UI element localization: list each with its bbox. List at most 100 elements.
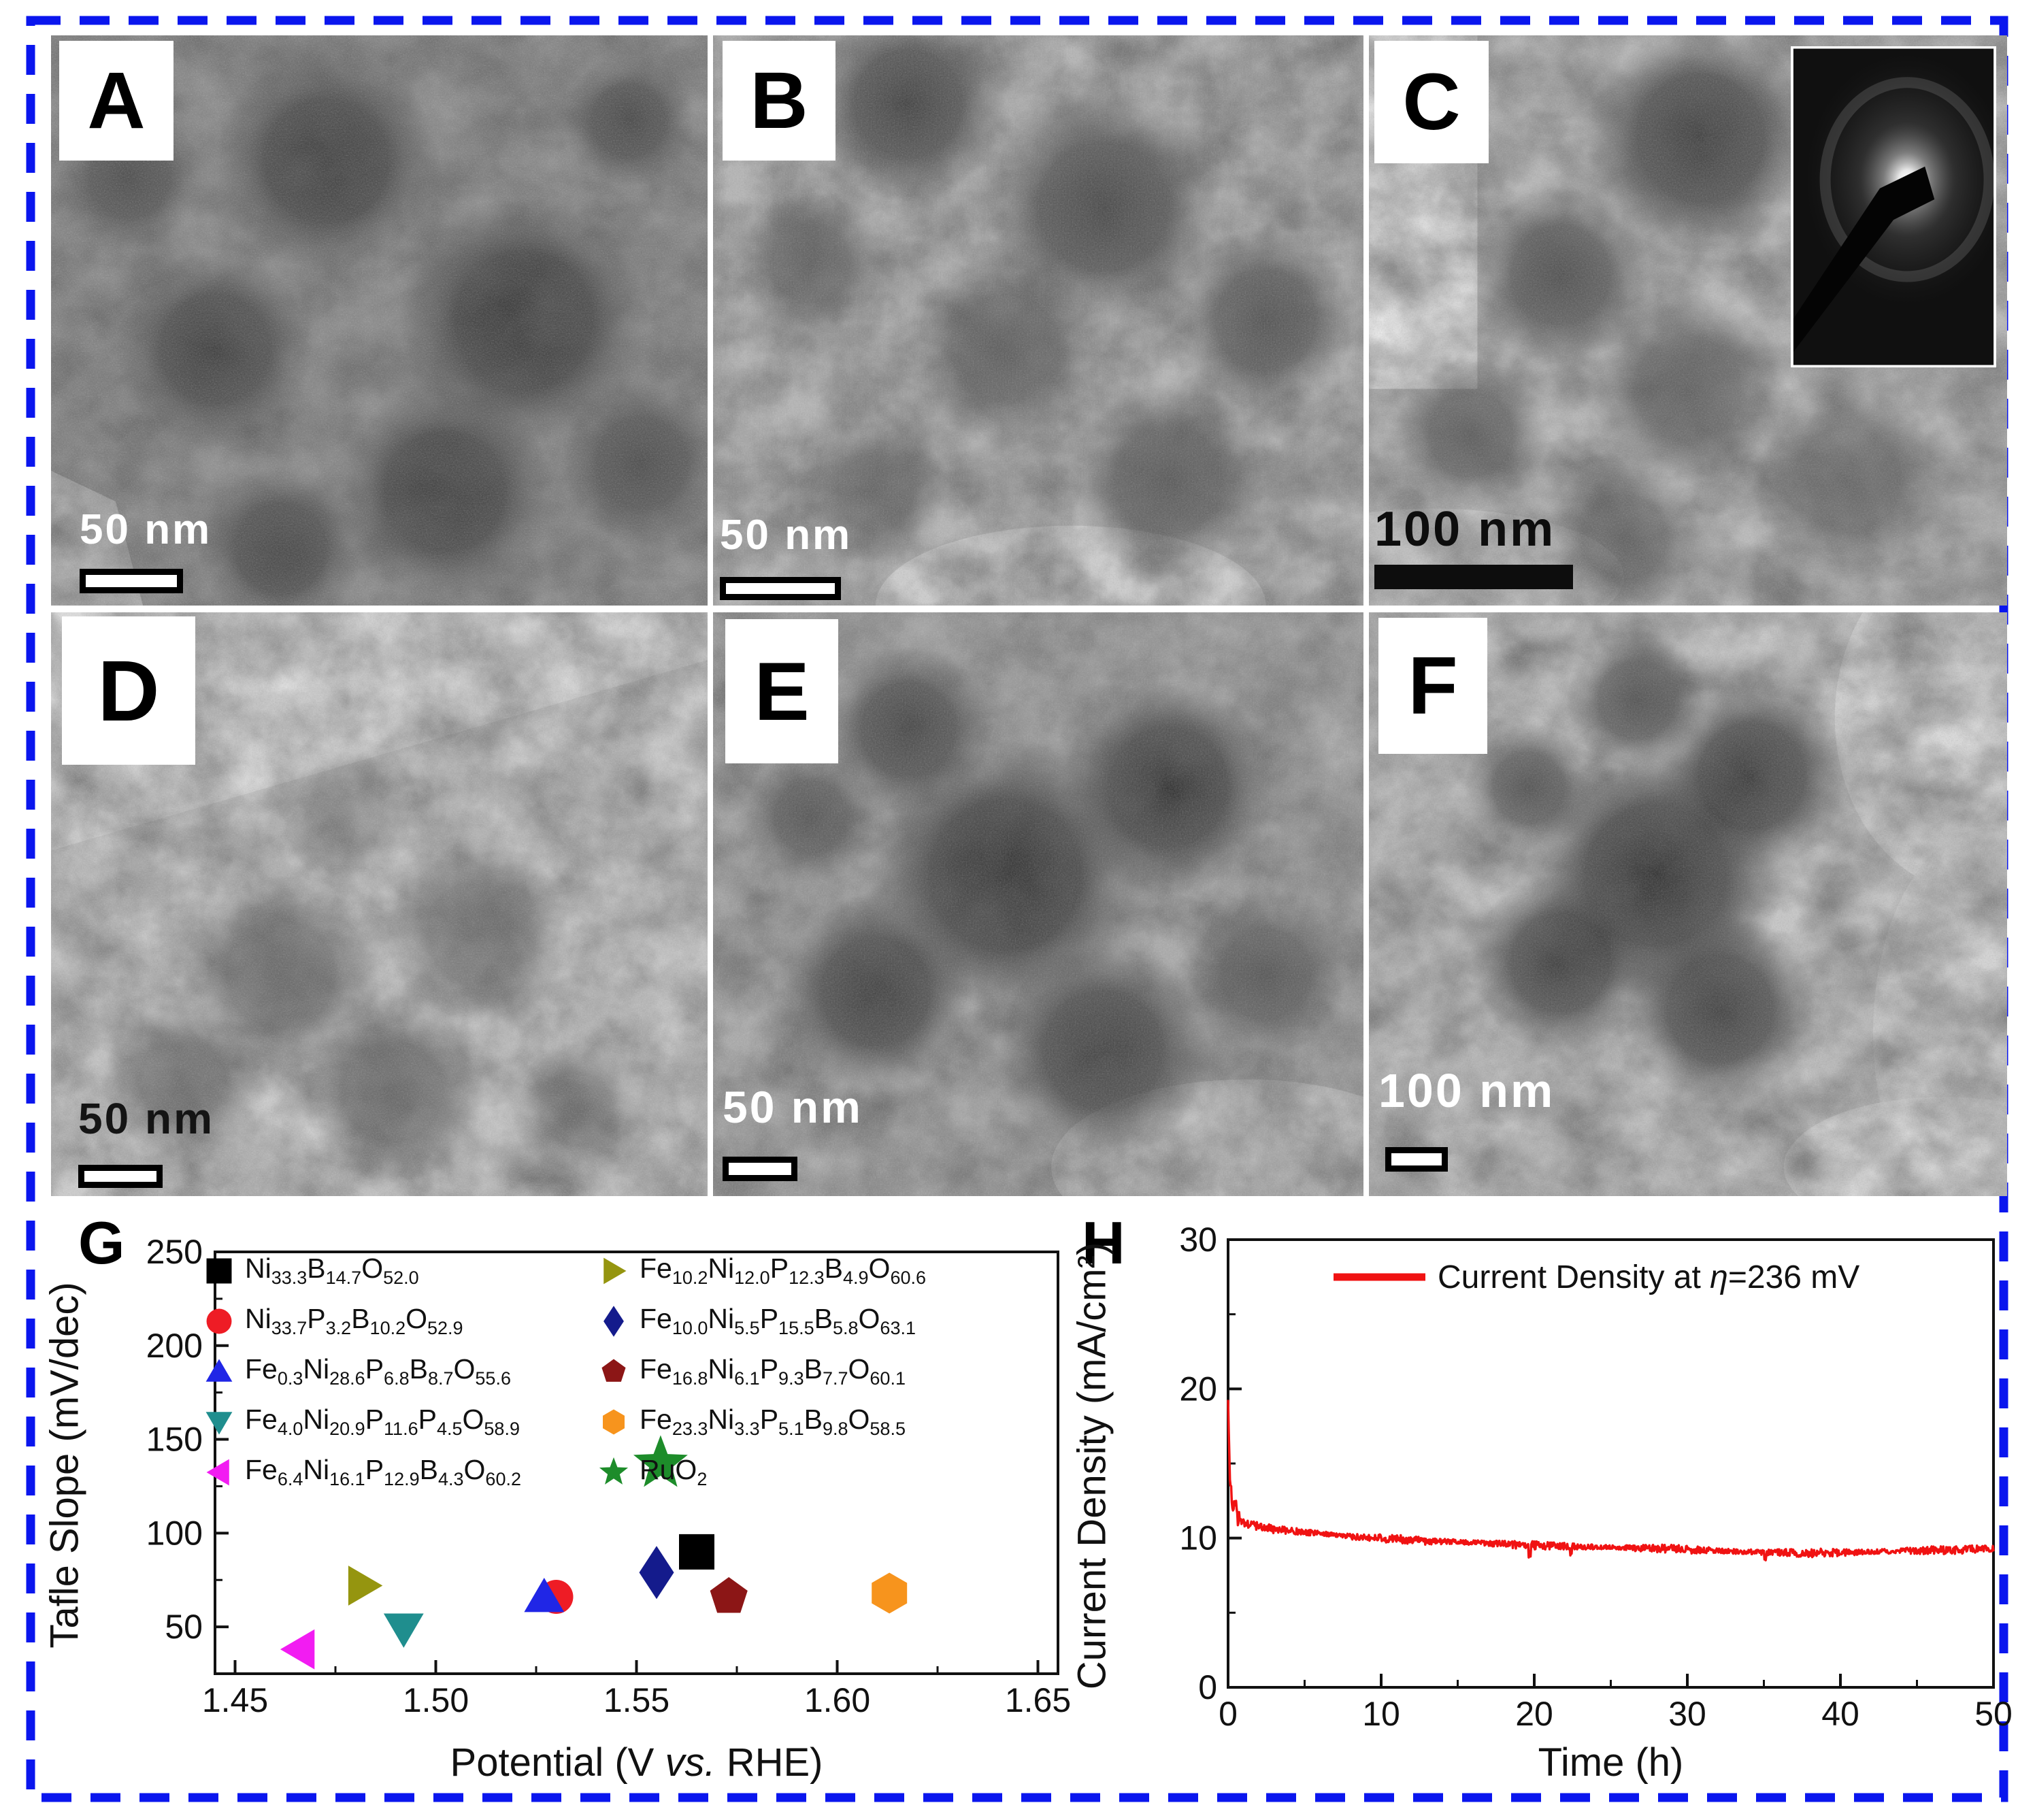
panel-letter: A xyxy=(87,56,146,146)
panel-label-box: D xyxy=(62,616,195,765)
legend-label: Ni33.7P3.2B10.2O52.9 xyxy=(245,1303,463,1339)
scale-bar xyxy=(723,1157,797,1181)
marker-triangle-up xyxy=(205,1359,233,1382)
panel-label-box: F xyxy=(1378,618,1487,754)
legend-marker xyxy=(603,1409,625,1435)
panel-letter: F xyxy=(1408,640,1458,731)
scale-bar xyxy=(1385,1147,1448,1172)
data-point-triangle-up xyxy=(524,1578,565,1612)
h-plot-frame xyxy=(1227,1238,1995,1689)
g-x-tick-label: 1.45 xyxy=(202,1681,268,1719)
scale-bar-label: 50 nm xyxy=(723,1082,863,1132)
current-density-trace xyxy=(1227,1400,1995,1561)
g-y-tick-label: 50 xyxy=(165,1608,203,1646)
g-x-tick-label: 1.60 xyxy=(804,1681,870,1719)
marker-hexagon xyxy=(603,1409,625,1435)
legend-marker xyxy=(601,1359,626,1382)
legend-item: RuO2 xyxy=(597,1453,707,1491)
marker-diamond xyxy=(603,1306,624,1337)
panel-letter: B xyxy=(750,56,808,146)
g-y-tick-label: 150 xyxy=(146,1421,203,1459)
legend-marker xyxy=(599,1457,629,1485)
legend-item: Ni33.7P3.2B10.2O52.9 xyxy=(203,1302,463,1340)
legend-item: Fe10.2Ni12.0P12.3B4.9O60.6 xyxy=(597,1252,926,1290)
legend-label: Fe6.4Ni16.1P12.9B4.3O60.2 xyxy=(245,1454,521,1490)
tem-panel-c: C 100 nm xyxy=(1369,35,2007,606)
panel-label-box: A xyxy=(59,41,173,161)
scale-bar xyxy=(78,1165,163,1188)
panel-letter: E xyxy=(754,645,810,738)
scale-bar-label: 50 nm xyxy=(80,506,212,553)
g-plot-area: 1.45 1.50 1.55 1.60 1.65 50 100 150 200 250 xyxy=(146,1233,1072,1719)
marker-circle xyxy=(206,1308,232,1334)
g-x-tick-label: 1.50 xyxy=(403,1681,469,1719)
legend-label: Fe10.0Ni5.5P15.5B5.8O63.1 xyxy=(640,1303,916,1339)
marker-star xyxy=(599,1457,629,1485)
h-legend-label: Current Density at η=236 mV xyxy=(1438,1259,1859,1295)
g-plot-frame xyxy=(214,1251,1059,1675)
legend-label: Fe10.2Ni12.0P12.3B4.9O60.6 xyxy=(640,1253,926,1289)
legend-label: Fe16.8Ni6.1P9.3B7.7O60.1 xyxy=(640,1353,906,1389)
tafel-slope-scatter-chart: G Tafle Slope (mV/dec) Potential (V vs. … xyxy=(37,1201,1095,1813)
legend-marker xyxy=(603,1257,627,1285)
scale-bar xyxy=(1374,565,1573,589)
h-y-tick-label: 10 xyxy=(1179,1519,1217,1557)
data-point-triangle-left xyxy=(280,1629,315,1670)
h-x-tick-label: 20 xyxy=(1515,1695,1553,1733)
legend-item: Fe6.4Ni16.1P12.9B4.3O60.2 xyxy=(203,1453,521,1491)
legend-item: Fe4.0Ni20.9P11.6P4.5O58.9 xyxy=(203,1403,520,1441)
scale-bar xyxy=(720,577,841,600)
legend-item: Ni33.3B14.7O52.0 xyxy=(203,1252,419,1290)
legend-marker xyxy=(603,1306,624,1337)
legend-item: Fe16.8Ni6.1P9.3B7.7O60.1 xyxy=(597,1353,906,1391)
g-y-tick-label: 100 xyxy=(146,1514,203,1552)
panel-letter-h: H xyxy=(1082,1209,1125,1276)
h-x-tick-label: 10 xyxy=(1362,1695,1400,1733)
legend-label: Ni33.3B14.7O52.0 xyxy=(245,1253,419,1289)
marker-triangle-right xyxy=(603,1257,627,1285)
marker-triangle-left xyxy=(206,1459,229,1486)
legend-marker xyxy=(206,1258,232,1284)
h-y-tick-label: 30 xyxy=(1179,1221,1217,1259)
h-x-tick-label: 0 xyxy=(1219,1695,1238,1733)
legend-label: RuO2 xyxy=(640,1454,708,1490)
tem-panel-d: D 50 nm xyxy=(51,612,708,1196)
panel-letter: C xyxy=(1402,57,1461,147)
panel-label-box: B xyxy=(723,41,835,161)
legend-marker xyxy=(206,1459,229,1486)
h-x-tick-label: 40 xyxy=(1821,1695,1859,1733)
scale-bar-label: 50 nm xyxy=(78,1094,214,1143)
data-point-star xyxy=(633,1435,688,1487)
tem-panel-e: E 50 nm xyxy=(713,612,1363,1196)
stability-line-chart: H Current Density (mA/cm²) Time (h) 0 10 2… xyxy=(1058,1201,2031,1813)
legend-label: Fe0.3Ni28.6P6.8B8.7O55.6 xyxy=(245,1353,511,1389)
scale-bar-label: 100 nm xyxy=(1378,1064,1555,1117)
data-point-hexagon xyxy=(872,1572,908,1614)
legend-marker xyxy=(205,1412,233,1435)
h-x-tick-label: 30 xyxy=(1668,1695,1706,1733)
legend-item: Fe10.0Ni5.5P15.5B5.8O63.1 xyxy=(597,1302,916,1340)
panel-label-box: C xyxy=(1374,41,1489,163)
tem-micrograph xyxy=(1369,612,2007,1196)
g-x-tick-label: 1.65 xyxy=(1005,1681,1071,1719)
scale-bar-label: 50 nm xyxy=(720,512,853,559)
data-point-square xyxy=(679,1534,714,1570)
g-x-axis-title: Potential (V vs. RHE) xyxy=(450,1740,823,1785)
h-x-tick-label: 50 xyxy=(1974,1695,2013,1733)
legend-label: Fe23.3Ni3.3P5.1B9.8O58.5 xyxy=(640,1404,906,1440)
h-y-tick-label: 0 xyxy=(1198,1668,1217,1706)
legend-item: Fe0.3Ni28.6P6.8B8.7O55.6 xyxy=(203,1353,511,1391)
h-x-axis-title: Time (h) xyxy=(1538,1740,1684,1785)
beam-stop-wedge xyxy=(1791,166,1935,355)
panel-letter: D xyxy=(97,642,160,739)
legend-item: Fe23.3Ni3.3P5.1B9.8O58.5 xyxy=(597,1403,906,1441)
legend-marker xyxy=(205,1359,233,1382)
legend-marker xyxy=(206,1308,232,1334)
g-x-tick-label: 1.55 xyxy=(603,1681,669,1719)
marker-triangle-down xyxy=(205,1412,233,1435)
saed-diffraction-inset xyxy=(1791,46,1996,367)
tem-panel-f: F 100 nm xyxy=(1369,612,2007,1196)
data-point-pentagon xyxy=(710,1577,748,1613)
h-y-tick-label: 20 xyxy=(1179,1370,1217,1408)
legend-label: Fe4.0Ni20.9P11.6P4.5O58.9 xyxy=(245,1404,520,1440)
